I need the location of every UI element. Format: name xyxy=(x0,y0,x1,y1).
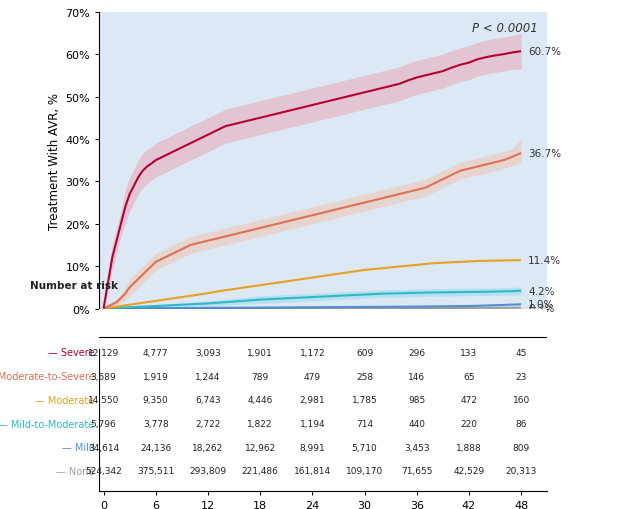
Text: 3,689: 3,689 xyxy=(91,372,116,381)
Text: 1.0%: 1.0% xyxy=(528,300,554,309)
Text: 4,777: 4,777 xyxy=(143,348,168,357)
Text: — Moderate: — Moderate xyxy=(35,395,95,405)
Text: 5,796: 5,796 xyxy=(91,419,116,428)
Text: 71,655: 71,655 xyxy=(401,467,433,475)
Text: 20,313: 20,313 xyxy=(506,467,537,475)
Text: 36.7%: 36.7% xyxy=(528,149,561,159)
Y-axis label: Treatment With AVR, %: Treatment With AVR, % xyxy=(48,93,61,229)
Text: P < 0.0001: P < 0.0001 xyxy=(472,21,538,35)
Text: 440: 440 xyxy=(408,419,425,428)
Text: 296: 296 xyxy=(408,348,425,357)
Text: 65: 65 xyxy=(463,372,475,381)
Text: 5,710: 5,710 xyxy=(351,443,378,452)
Text: 1,888: 1,888 xyxy=(456,443,482,452)
Text: — None: — None xyxy=(56,466,95,476)
Text: 479: 479 xyxy=(304,372,321,381)
Text: 9,350: 9,350 xyxy=(143,395,168,405)
Text: 1,194: 1,194 xyxy=(300,419,325,428)
Text: 109,170: 109,170 xyxy=(346,467,383,475)
Text: 1,244: 1,244 xyxy=(195,372,221,381)
Text: 375,511: 375,511 xyxy=(137,467,174,475)
Text: 609: 609 xyxy=(356,348,373,357)
Text: 45: 45 xyxy=(515,348,527,357)
Text: 6,743: 6,743 xyxy=(195,395,221,405)
Text: 1,172: 1,172 xyxy=(300,348,325,357)
Text: — Moderate-to-Severe: — Moderate-to-Severe xyxy=(0,372,95,381)
Text: Number at risk: Number at risk xyxy=(29,280,118,291)
Text: 3,778: 3,778 xyxy=(143,419,168,428)
Text: 1,822: 1,822 xyxy=(248,419,273,428)
Text: 160: 160 xyxy=(513,395,530,405)
Text: — Mild-to-Moderate: — Mild-to-Moderate xyxy=(0,419,95,429)
Text: 60.7%: 60.7% xyxy=(528,47,561,57)
Text: 24,136: 24,136 xyxy=(140,443,172,452)
Text: 2,722: 2,722 xyxy=(195,419,221,428)
Text: 0.2%: 0.2% xyxy=(528,303,554,313)
Text: 12,129: 12,129 xyxy=(88,348,119,357)
Text: 293,809: 293,809 xyxy=(189,467,227,475)
Text: 161,814: 161,814 xyxy=(294,467,331,475)
Text: 258: 258 xyxy=(356,372,373,381)
Text: 714: 714 xyxy=(356,419,373,428)
Text: 4,446: 4,446 xyxy=(248,395,273,405)
Text: 220: 220 xyxy=(460,419,477,428)
Text: 8,991: 8,991 xyxy=(300,443,325,452)
Text: 1,785: 1,785 xyxy=(351,395,378,405)
Text: 133: 133 xyxy=(460,348,477,357)
Text: 4.2%: 4.2% xyxy=(528,286,555,296)
Text: 524,342: 524,342 xyxy=(85,467,122,475)
Text: 14,550: 14,550 xyxy=(88,395,119,405)
Text: 1,919: 1,919 xyxy=(143,372,168,381)
Text: 34,614: 34,614 xyxy=(88,443,119,452)
Text: 86: 86 xyxy=(515,419,527,428)
Text: — Severe: — Severe xyxy=(48,348,95,358)
Text: 3,453: 3,453 xyxy=(404,443,429,452)
Text: 2,981: 2,981 xyxy=(300,395,325,405)
Text: — Mild: — Mild xyxy=(61,442,95,453)
Text: 23: 23 xyxy=(515,372,527,381)
Text: 789: 789 xyxy=(252,372,269,381)
Text: 18,262: 18,262 xyxy=(192,443,223,452)
Text: 985: 985 xyxy=(408,395,426,405)
Text: 472: 472 xyxy=(460,395,477,405)
Text: 42,529: 42,529 xyxy=(453,467,484,475)
Text: 809: 809 xyxy=(513,443,530,452)
Text: 1,901: 1,901 xyxy=(247,348,273,357)
Text: 11.4%: 11.4% xyxy=(528,256,561,266)
Text: 12,962: 12,962 xyxy=(244,443,276,452)
Text: 3,093: 3,093 xyxy=(195,348,221,357)
Text: 146: 146 xyxy=(408,372,425,381)
Text: 221,486: 221,486 xyxy=(242,467,278,475)
